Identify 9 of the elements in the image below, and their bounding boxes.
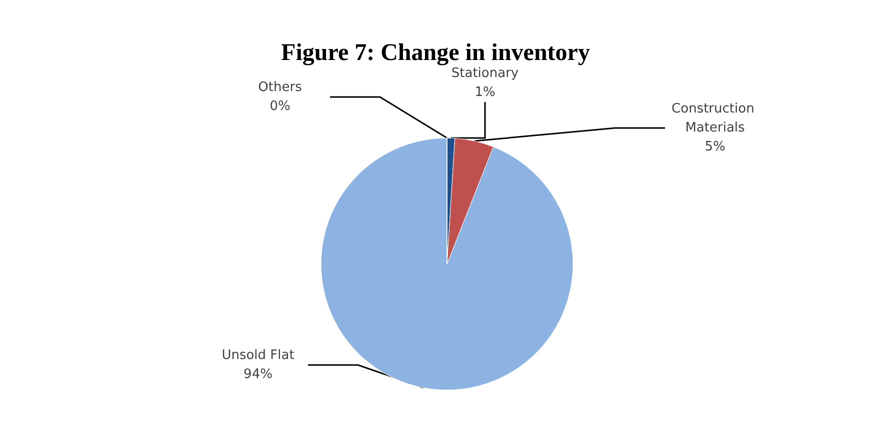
data-label: 5% (704, 140, 726, 154)
chart-title: Figure 7: Change in inventory (281, 40, 590, 66)
slice-label: Unsold Flat (222, 348, 294, 363)
slice-label: Construction Materials (672, 102, 758, 136)
slice-label: Stationary (451, 66, 519, 81)
data-label: 1% (474, 85, 496, 100)
data-label: 94% (244, 367, 272, 382)
category-label: Others (258, 80, 302, 95)
text: 0% (270, 99, 290, 114)
